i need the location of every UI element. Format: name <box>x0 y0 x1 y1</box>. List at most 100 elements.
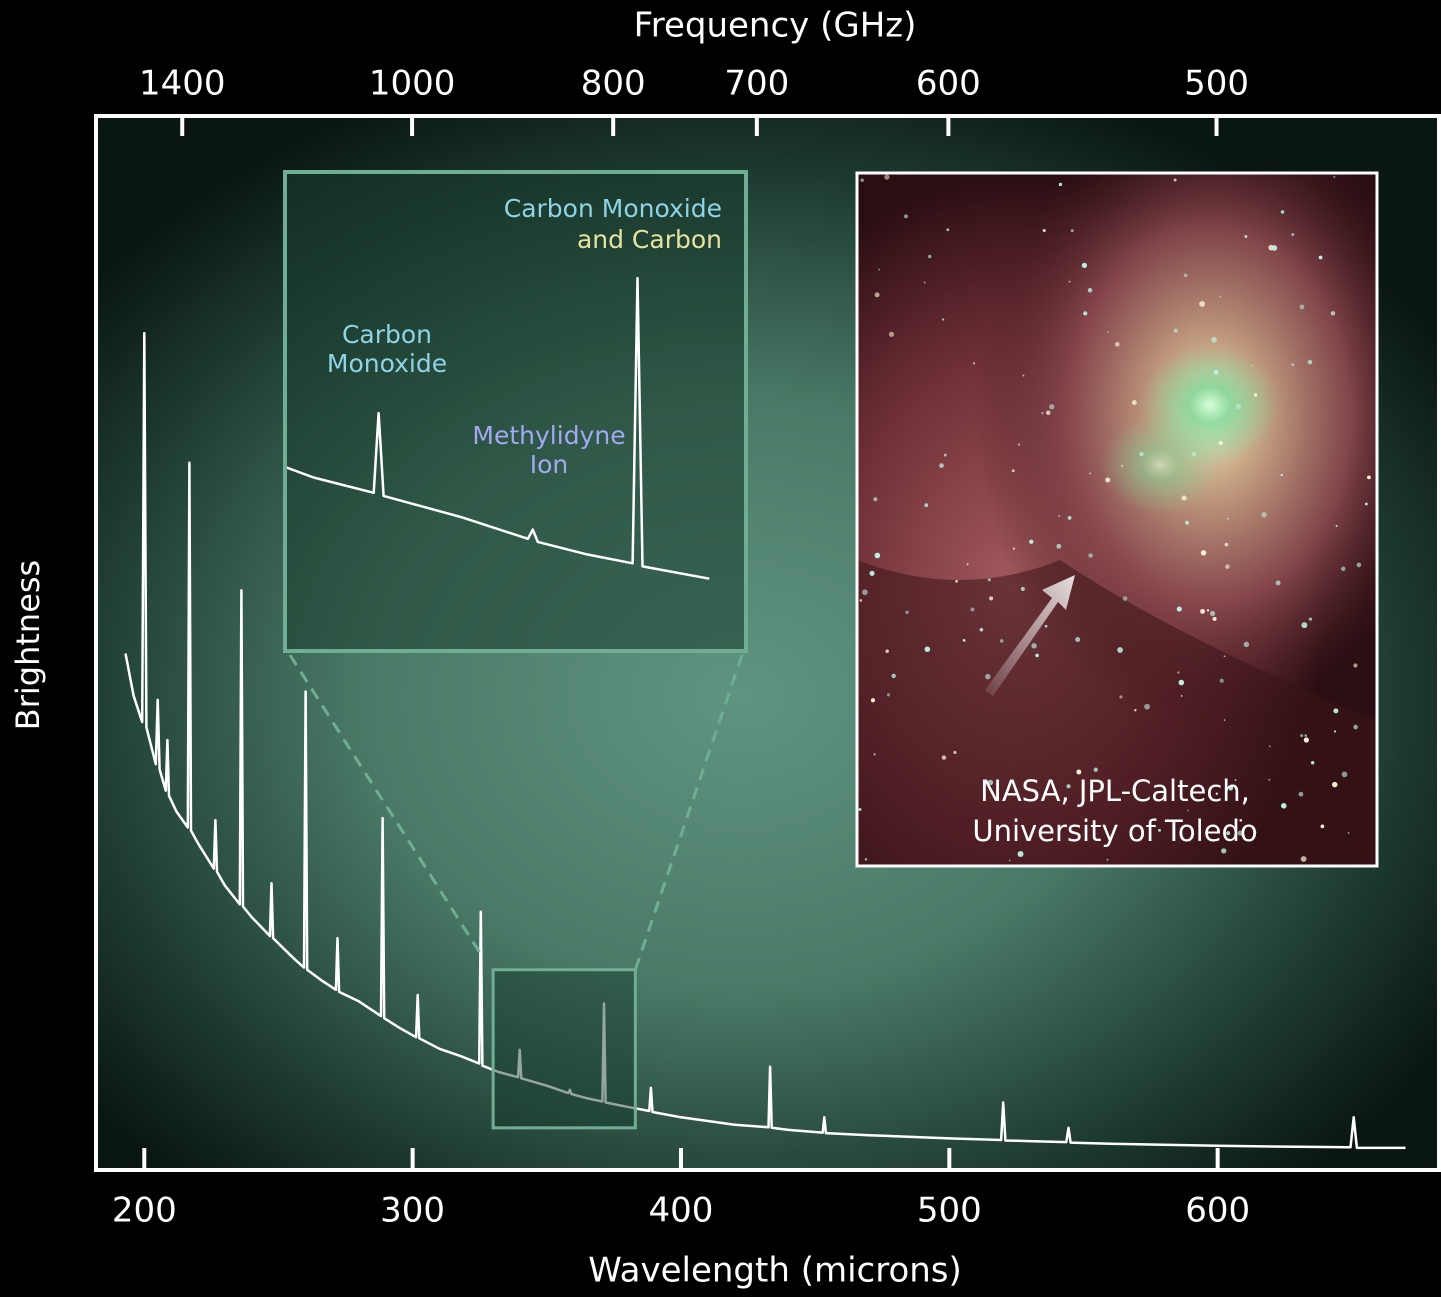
image-star <box>1066 784 1071 789</box>
image-star <box>1022 374 1025 377</box>
x-tick-label: 200 <box>112 1191 177 1231</box>
x2-tick-label: 700 <box>724 64 789 104</box>
image-star <box>953 750 957 755</box>
image-star <box>1011 469 1015 473</box>
image-star <box>1330 311 1336 316</box>
image-star <box>1223 719 1226 721</box>
image-star <box>1067 516 1072 520</box>
image-star <box>1332 781 1338 788</box>
image-star <box>942 318 945 321</box>
x-tick-label: 300 <box>380 1191 445 1231</box>
image-star <box>1364 502 1368 506</box>
image-star <box>1008 859 1011 862</box>
image-star <box>1280 803 1287 809</box>
inset-plot <box>287 276 710 580</box>
x-tick-label: 400 <box>649 1191 714 1231</box>
x2-tick-label: 600 <box>916 64 981 104</box>
image-star <box>1271 245 1278 251</box>
image-star <box>1213 369 1219 375</box>
image-star <box>1226 831 1231 836</box>
image-star <box>1221 848 1227 854</box>
x-tick-label: 500 <box>917 1191 982 1231</box>
image-star <box>1215 792 1219 795</box>
image-star <box>1308 617 1313 621</box>
annotation: Ion <box>530 450 569 479</box>
image-star <box>1212 616 1217 621</box>
x2-tick-label: 500 <box>1184 64 1249 104</box>
image-star <box>1173 328 1178 333</box>
image-star <box>1180 695 1183 697</box>
x2-tick-label: 1000 <box>369 64 456 104</box>
image-star <box>1320 824 1325 829</box>
image-star <box>1236 404 1241 409</box>
image-star <box>970 607 975 612</box>
image-star <box>1237 830 1243 836</box>
image-star <box>1181 495 1187 501</box>
image-star <box>1254 831 1257 834</box>
image-credit: NASA, JPL-Caltech, <box>980 774 1250 808</box>
image-star <box>1304 734 1307 737</box>
image-star <box>987 779 994 786</box>
image-star <box>860 178 864 182</box>
image-star <box>1120 464 1124 468</box>
image-star <box>1020 586 1025 592</box>
image-star <box>979 628 984 632</box>
nebula-image <box>857 173 1377 866</box>
image-star <box>874 552 881 559</box>
image-star <box>955 579 958 583</box>
image-star <box>1347 831 1350 834</box>
image-star <box>1117 647 1123 653</box>
image-star <box>1114 342 1120 347</box>
image-glow <box>1100 415 1220 515</box>
image-star <box>989 596 994 601</box>
image-star <box>1045 410 1051 416</box>
image-dust <box>857 560 1377 866</box>
image-star <box>1093 767 1098 772</box>
image-star <box>924 503 929 508</box>
image-star <box>1367 475 1371 480</box>
image-star <box>1341 566 1346 572</box>
image-star <box>1333 175 1336 178</box>
image-star <box>1291 233 1295 237</box>
image-star <box>1301 622 1308 629</box>
y-axis-title: Brightness <box>9 560 47 730</box>
image-star <box>870 698 876 703</box>
image-star <box>943 453 947 457</box>
image-star <box>1076 769 1082 775</box>
image-star <box>1303 737 1309 743</box>
image-star <box>884 174 890 180</box>
image-star <box>859 599 863 602</box>
image-star <box>1139 451 1144 457</box>
image-star <box>1134 709 1137 712</box>
image-star <box>1234 779 1237 781</box>
image-star <box>885 649 889 653</box>
image-star <box>1219 295 1222 298</box>
image-star <box>928 254 932 259</box>
image-star <box>1131 400 1137 406</box>
image-star <box>1106 331 1109 333</box>
image-star <box>1122 596 1128 601</box>
image-star <box>1335 524 1338 528</box>
x2-tick-label: 1400 <box>139 64 226 104</box>
spectrum-line <box>124 331 1406 1150</box>
image-star <box>1251 364 1253 367</box>
image-star <box>1173 178 1177 182</box>
image-star <box>1106 858 1109 861</box>
annotation: Carbon Monoxide <box>504 194 722 223</box>
image-star <box>905 610 909 615</box>
image-star <box>1089 472 1091 475</box>
image-star <box>1209 610 1216 617</box>
image-star <box>1333 708 1339 714</box>
image-star <box>1012 547 1016 550</box>
image-star <box>1029 539 1034 544</box>
image-star <box>1081 262 1088 269</box>
image-star <box>1280 210 1285 214</box>
image-star <box>939 463 944 468</box>
image-star <box>1044 624 1048 628</box>
image-star <box>1017 443 1021 446</box>
image-star <box>874 292 880 298</box>
image-star <box>1070 229 1074 233</box>
image-star <box>1280 473 1283 477</box>
